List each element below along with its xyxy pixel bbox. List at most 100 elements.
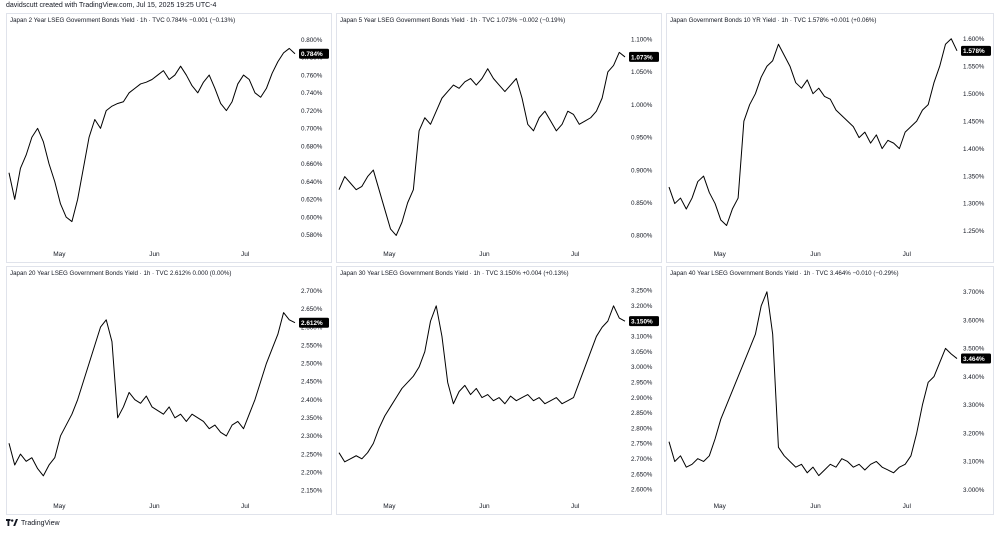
chart-title: Japan 2 Year LSEG Government Bonds Yield… bbox=[10, 17, 236, 24]
last-value-label: 0.784% bbox=[301, 51, 323, 58]
y-tick-label: 0.800% bbox=[301, 37, 323, 44]
y-tick-label: 0.640% bbox=[301, 179, 323, 186]
y-tick-label: 2.700% bbox=[631, 456, 653, 463]
series-line bbox=[338, 51, 626, 236]
y-tick-label: 2.950% bbox=[631, 380, 653, 387]
chart-header: davidscutt created with TradingView.com,… bbox=[6, 2, 217, 9]
series-line bbox=[8, 312, 296, 477]
chart-title: Japan 5 Year LSEG Government Bonds Yield… bbox=[340, 17, 566, 24]
y-tick-label: 2.600% bbox=[301, 324, 323, 331]
series-line bbox=[668, 291, 958, 477]
y-tick-label: 2.350% bbox=[301, 415, 323, 422]
last-value-badge bbox=[961, 353, 991, 364]
y-tick-label: 2.450% bbox=[301, 379, 323, 386]
y-tick-label: 2.750% bbox=[631, 441, 653, 448]
y-tick-label: 2.650% bbox=[301, 306, 323, 313]
chart-svg: 0.800% 0.850% 0.900% 0.950% 1.000% 1.050% 1.10… bbox=[338, 36, 659, 258]
series-line bbox=[8, 47, 296, 223]
chart-panel-jgb-10y[interactable]: 1.250% 1.300% 1.350% 1.400% 1.450% 1.500% 1.55… bbox=[666, 13, 994, 263]
x-tick-label: Jun bbox=[149, 503, 160, 510]
last-value-label: 2.612% bbox=[301, 320, 323, 327]
y-tick-label: 2.500% bbox=[301, 361, 323, 368]
x-tick-label: Jul bbox=[571, 251, 580, 258]
y-tick-label: 2.400% bbox=[301, 397, 323, 404]
chart-svg: 0.580% 0.600% 0.620% 0.640% 0.660% 0.680% 0.70… bbox=[8, 37, 329, 258]
x-tick-label: May bbox=[714, 251, 727, 258]
last-value-badge bbox=[961, 45, 991, 56]
y-tick-label: 3.100% bbox=[963, 459, 985, 466]
chart-panel-jgb-2y[interactable]: 0.580% 0.600% 0.620% 0.640% 0.660% 0.680% 0.70… bbox=[6, 13, 332, 263]
y-tick-label: 1.000% bbox=[631, 102, 653, 109]
y-tick-label: 3.200% bbox=[963, 430, 985, 437]
last-value-badge bbox=[299, 317, 329, 328]
chart-panel-jgb-5y[interactable]: 0.800% 0.850% 0.900% 0.950% 1.000% 1.050% 1.10… bbox=[336, 13, 662, 263]
x-tick-label: May bbox=[714, 503, 727, 510]
x-tick-label: May bbox=[383, 251, 396, 258]
y-tick-label: 0.760% bbox=[301, 72, 323, 79]
x-tick-label: May bbox=[53, 251, 66, 258]
y-tick-label: 2.850% bbox=[631, 410, 653, 417]
y-tick-label: 3.050% bbox=[631, 349, 653, 356]
y-tick-label: 2.600% bbox=[631, 487, 653, 494]
chart-svg: 2.150% 2.200% 2.250% 2.300% 2.350% 2.400% 2.45… bbox=[8, 288, 329, 510]
y-tick-label: 3.700% bbox=[963, 289, 985, 296]
x-tick-label: May bbox=[53, 503, 66, 510]
series-line bbox=[668, 38, 958, 227]
y-tick-label: 1.250% bbox=[963, 228, 985, 235]
x-tick-label: Jun bbox=[149, 251, 160, 258]
chart-title: Japan 20 Year LSEG Government Bonds Yiel… bbox=[10, 270, 232, 277]
x-tick-label: Jul bbox=[903, 251, 912, 258]
x-tick-label: May bbox=[383, 503, 396, 510]
y-tick-label: 0.680% bbox=[301, 143, 323, 150]
x-tick-label: Jun bbox=[479, 251, 490, 258]
x-tick-label: Jul bbox=[903, 503, 912, 510]
last-value-badge bbox=[299, 48, 329, 59]
y-tick-label: 0.740% bbox=[301, 90, 323, 97]
y-tick-label: 0.900% bbox=[631, 167, 653, 174]
y-tick-label: 2.650% bbox=[631, 471, 653, 478]
y-tick-label: 0.850% bbox=[631, 200, 653, 207]
chart-panel-jgb-20y[interactable]: 2.150% 2.200% 2.250% 2.300% 2.350% 2.400% 2.45… bbox=[6, 266, 332, 515]
y-tick-label: 3.300% bbox=[963, 402, 985, 409]
chart-svg: 1.250% 1.300% 1.350% 1.400% 1.450% 1.500% 1.55… bbox=[668, 36, 991, 258]
x-tick-label: Jul bbox=[241, 251, 250, 258]
last-value-badge bbox=[629, 316, 659, 327]
chart-svg: 2.600% 2.650% 2.700% 2.750% 2.800% 2.850% 2.90… bbox=[338, 288, 659, 510]
y-tick-label: 3.000% bbox=[963, 487, 985, 494]
y-tick-label: 1.450% bbox=[963, 118, 985, 125]
y-tick-label: 2.150% bbox=[301, 488, 323, 495]
y-tick-label: 1.050% bbox=[631, 69, 653, 76]
chart-svg: 3.000% 3.100% 3.200% 3.300% 3.400% 3.500% 3.60… bbox=[668, 289, 991, 510]
y-tick-label: 2.550% bbox=[301, 342, 323, 349]
footer: TradingView bbox=[6, 519, 60, 527]
chart-title: Japan Government Bonds 10 YR Yield · 1h … bbox=[670, 17, 877, 24]
y-tick-label: 1.300% bbox=[963, 201, 985, 208]
y-tick-label: 2.300% bbox=[301, 433, 323, 440]
y-tick-label: 1.350% bbox=[963, 173, 985, 180]
y-tick-label: 3.500% bbox=[963, 346, 985, 353]
chart-panel-jgb-40y[interactable]: 3.000% 3.100% 3.200% 3.300% 3.400% 3.500% 3.60… bbox=[666, 266, 994, 515]
last-value-label: 3.150% bbox=[631, 319, 653, 326]
tradingview-logo-icon bbox=[6, 519, 18, 526]
y-tick-label: 0.600% bbox=[301, 214, 323, 221]
y-tick-label: 0.950% bbox=[631, 135, 653, 142]
last-value-badge bbox=[629, 51, 659, 62]
x-tick-label: Jul bbox=[241, 503, 250, 510]
y-tick-label: 1.550% bbox=[963, 63, 985, 70]
x-tick-label: Jun bbox=[479, 503, 490, 510]
chart-title: Japan 30 Year LSEG Government Bonds Yiel… bbox=[340, 270, 569, 277]
chart-title: Japan 40 Year LSEG Government Bonds Yiel… bbox=[670, 270, 899, 277]
x-tick-label: Jun bbox=[810, 503, 821, 510]
last-value-label: 1.073% bbox=[631, 54, 653, 61]
y-tick-label: 2.200% bbox=[301, 469, 323, 476]
series-line bbox=[338, 305, 626, 463]
footer-brand: TradingView bbox=[21, 519, 60, 527]
y-tick-label: 3.200% bbox=[631, 303, 653, 310]
y-tick-label: 1.600% bbox=[963, 36, 985, 43]
chart-panel-jgb-30y[interactable]: 2.600% 2.650% 2.700% 2.750% 2.800% 2.850% 2.90… bbox=[336, 266, 662, 515]
last-value-label: 1.578% bbox=[963, 48, 985, 55]
last-value-label: 3.464% bbox=[963, 356, 985, 363]
y-tick-label: 2.700% bbox=[301, 288, 323, 295]
y-tick-label: 3.100% bbox=[631, 334, 653, 341]
y-tick-label: 0.800% bbox=[631, 233, 653, 240]
